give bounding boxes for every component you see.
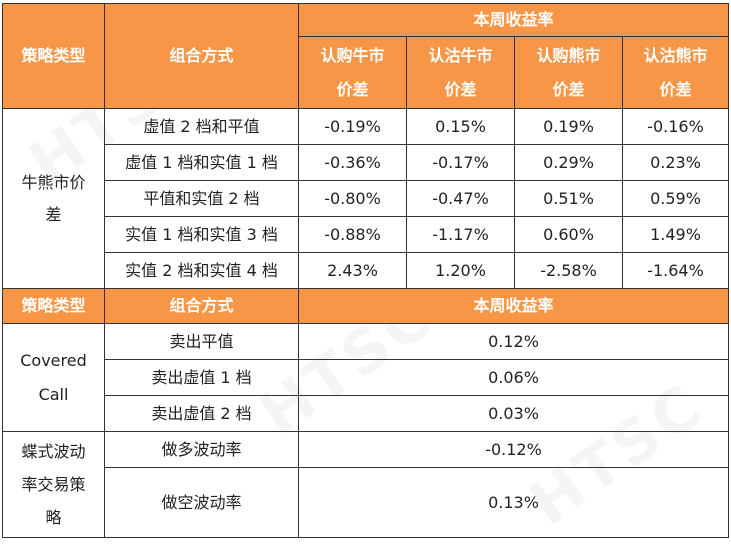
weekly-return-header: 本周收益率 [297, 288, 730, 324]
value-cell: 0.29% [514, 144, 623, 181]
combo-cell: 卖出平值 [104, 323, 299, 360]
value-cell: 0.51% [514, 180, 623, 217]
strategy-type-header: 策略类型 [2, 3, 105, 109]
combo-cell: 虚值 2 档和平值 [104, 108, 299, 145]
combo-cell: 卖出虚值 1 档 [104, 359, 299, 396]
value-cell: 0.13% [297, 467, 730, 538]
value-cell: 2.43% [298, 252, 407, 289]
table-row: 虚值 1 档和实值 1 档 -0.36% -0.17% 0.29% 0.23% [3, 144, 730, 181]
value-cell: -0.19% [298, 108, 407, 145]
table-row: 实值 1 档和实值 3 档 -0.88% -1.17% 0.60% 1.49% [3, 216, 730, 253]
combo-cell: 做空波动率 [104, 467, 299, 538]
value-cell: 0.06% [297, 359, 730, 396]
value-cell: 1.49% [621, 216, 730, 253]
strategy-name-covered-call: Covered Call [2, 323, 105, 432]
combo-cell: 卖出虚值 2 档 [104, 395, 299, 432]
value-cell: -1.64% [621, 252, 730, 289]
combo-cell: 实值 1 档和实值 3 档 [104, 216, 299, 253]
combo-cell: 虚值 1 档和实值 1 档 [104, 144, 299, 181]
value-cell: -1.17% [406, 216, 515, 253]
strategy-name-bull-bear-spread: 牛熊市价差 [2, 108, 105, 289]
combination-header: 组合方式 [104, 288, 299, 324]
value-cell: 0.03% [297, 395, 730, 432]
value-cell: 0.19% [514, 108, 623, 145]
value-cell: 1.20% [406, 252, 515, 289]
table-row: 卖出虚值 2 档 0.03% [3, 395, 730, 432]
combo-cell: 做多波动率 [104, 431, 299, 468]
value-cell: 0.59% [621, 180, 730, 217]
value-cell: 0.15% [406, 108, 515, 145]
strategy-type-header: 策略类型 [2, 288, 105, 324]
value-cell: -0.88% [298, 216, 407, 253]
value-cell: -2.58% [514, 252, 623, 289]
value-cell: 0.12% [297, 323, 730, 360]
table-row: 做空波动率 0.13% [3, 467, 730, 538]
table-row: 实值 2 档和实值 4 档 2.43% 1.20% -2.58% -1.64% [3, 252, 730, 289]
combination-header: 组合方式 [104, 3, 299, 109]
table-row: Covered Call 卖出平值 0.12% [2, 323, 730, 432]
col-header-bull-put: 认沽牛市 价差 [406, 36, 515, 109]
combo-cell: 实值 2 档和实值 4 档 [104, 252, 299, 289]
table-row: 卖出虚值 1 档 0.06% [3, 359, 730, 396]
strategy-name-butterfly-volatility: 蝶式波动 率交易策略 [2, 431, 105, 538]
col-header-bear-call: 认购熊市 价差 [514, 36, 623, 109]
weekly-return-header: 本周收益率 [297, 3, 730, 37]
value-cell: -0.80% [298, 180, 407, 217]
value-cell: 0.60% [514, 216, 623, 253]
value-cell: -0.36% [298, 144, 407, 181]
combo-cell: 平值和实值 2 档 [104, 180, 299, 217]
value-cell: -0.16% [621, 108, 730, 145]
table-row: 蝶式波动 率交易策略 做多波动率 -0.12% [2, 431, 730, 538]
returns-table: 策略类型 组合方式 本周收益率 认购牛市 价差 认沽牛市 价差 认购熊市 价差 认沽熊… [2, 3, 730, 538]
value-cell: -0.12% [297, 431, 730, 468]
value-cell: -0.47% [406, 180, 515, 217]
table-row: 平值和实值 2 档 -0.80% -0.47% 0.51% 0.59% [3, 180, 730, 217]
table-row: 牛熊市价差 虚值 2 档和平值 -0.19% 0.15% 0.19% -0.16… [2, 108, 730, 289]
value-cell: 0.23% [621, 144, 730, 181]
col-header-bull-call: 认购牛市 价差 [298, 36, 407, 109]
value-cell: -0.17% [406, 144, 515, 181]
col-header-bear-put: 认沽熊市 价差 [621, 36, 730, 109]
